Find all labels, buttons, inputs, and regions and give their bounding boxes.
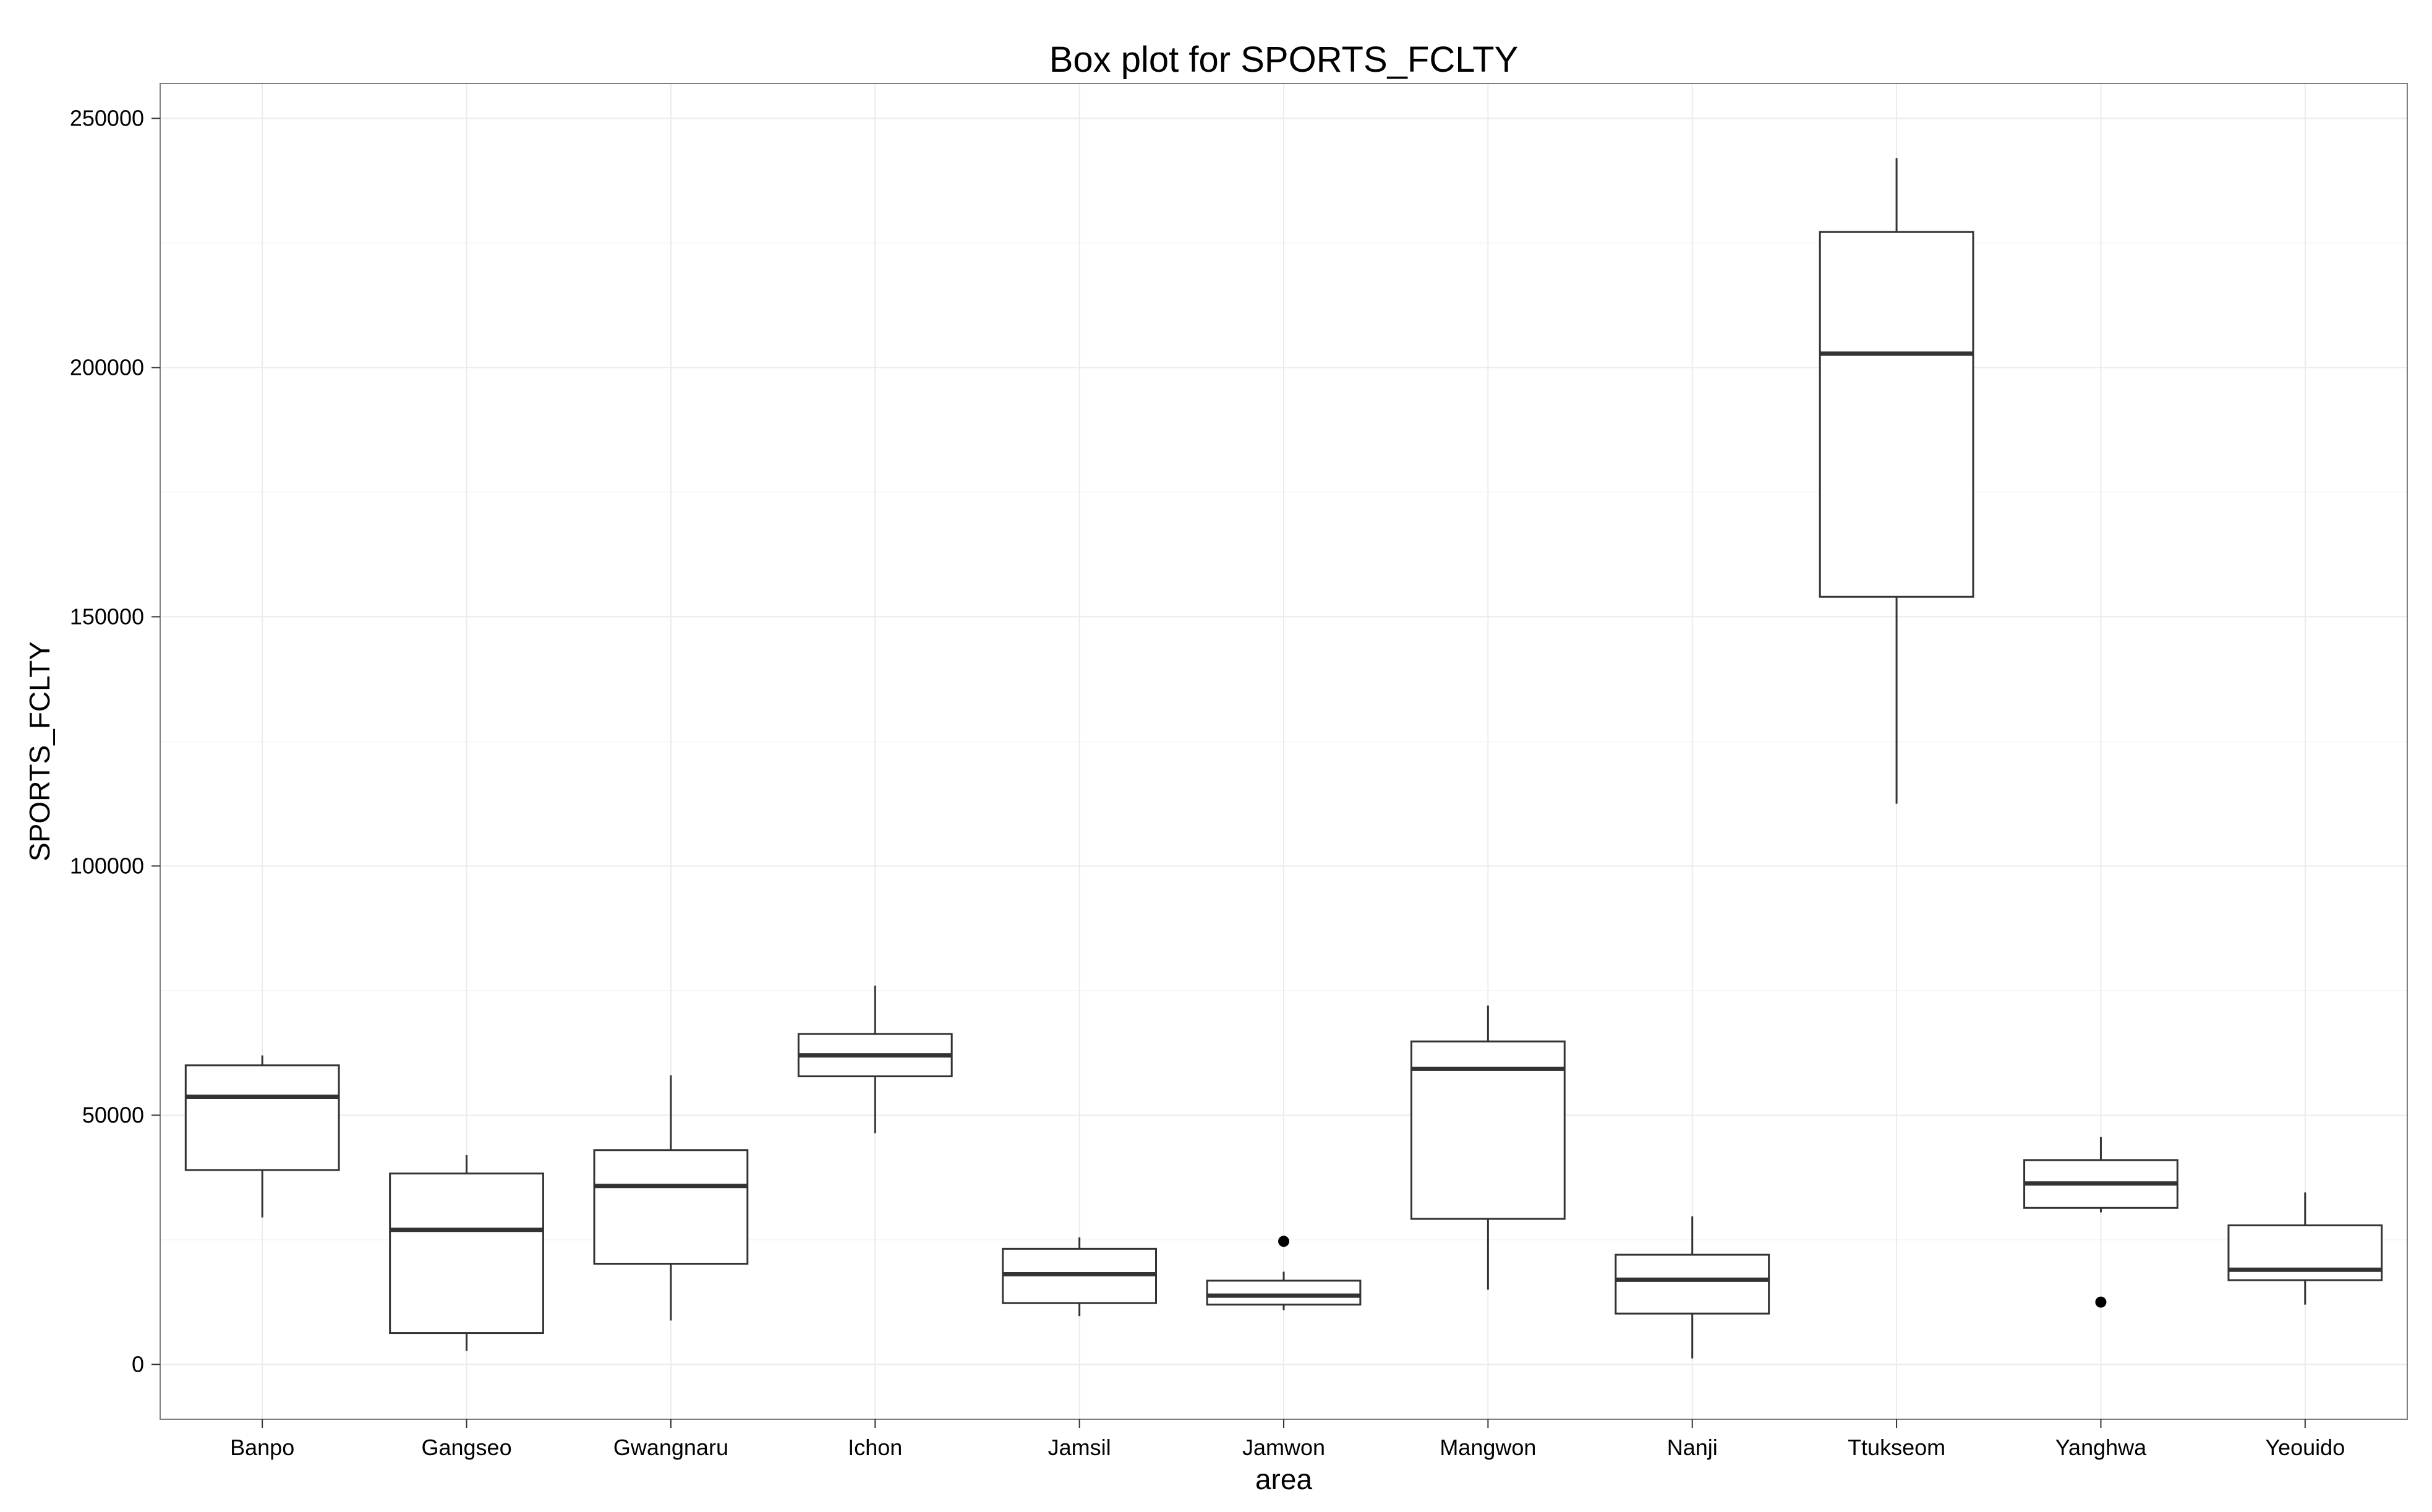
outlier-point [2095,1296,2107,1308]
outlier-point [1278,1236,1289,1247]
x-tick-label: Nanji [1667,1435,1718,1460]
x-tick-label: Gwangnaru [613,1435,728,1460]
y-tick-label: 0 [132,1351,144,1377]
y-tick-label: 150000 [70,604,144,629]
box-gwangnaru [593,1075,749,1321]
iqr-box [1206,1279,1362,1306]
box-jamsil [1002,1237,1158,1317]
iqr-box [2227,1224,2383,1281]
box-gangseo [389,1155,544,1351]
boxes [184,158,2383,1359]
iqr-box [1819,231,1974,598]
x-tick-label: Ichon [848,1435,902,1460]
x-tick-label: Yanghwa [2055,1435,2147,1460]
iqr-box [593,1149,749,1265]
iqr-box [1615,1254,1770,1315]
y-axis-title: SPORTS_FCLTY [23,641,56,861]
x-tick-label: Jamwon [1242,1435,1325,1460]
y-tick-label: 50000 [82,1102,144,1127]
box-mangwon [1410,1006,1566,1290]
box-yeouido [2227,1192,2383,1305]
box-jamwon [1206,1236,1362,1310]
chart-title: Box plot for SPORTS_FCLTY [1049,40,1519,80]
box-banpo [184,1055,340,1218]
x-tick-label: Gangseo [421,1435,511,1460]
y-tick-label: 200000 [70,354,144,380]
x-tick-label: Jamsil [1048,1435,1111,1460]
iqr-box [389,1172,544,1335]
iqr-box [184,1064,340,1171]
box-nanji [1615,1216,1770,1359]
x-axis: Banpo Gangseo Gwangnaru Ichon Jamsil Jamwon Ma… [230,1419,2345,1460]
y-tick-label: 250000 [70,105,144,130]
box-ichon [797,985,953,1134]
y-tick-label: 100000 [70,853,144,878]
box-ttukseom [1819,158,1974,804]
box-yanghwa [2023,1137,2178,1308]
x-tick-label: Banpo [230,1435,294,1460]
y-axis: 0 50000 100000 150000 200000 250000 [70,105,160,1377]
x-axis-title: area [1255,1463,1312,1495]
x-tick-label: Yeouido [2265,1435,2345,1460]
x-tick-label: Mangwon [1440,1435,1536,1460]
x-tick-label: Ttukseom [1848,1435,1945,1460]
